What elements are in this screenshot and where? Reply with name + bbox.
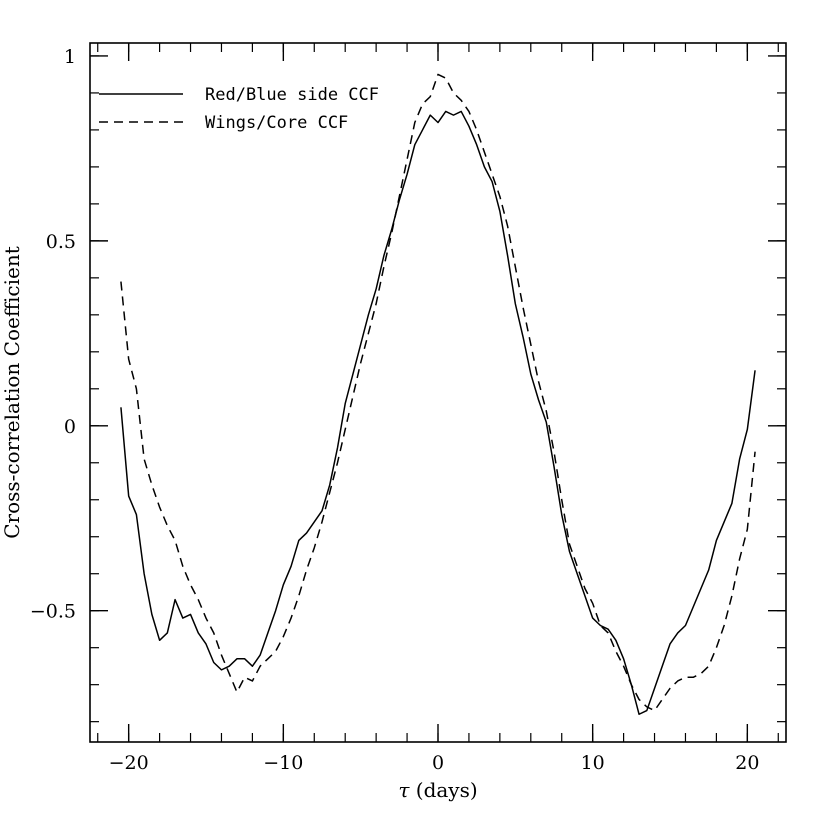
- x-tick-label: −20: [109, 752, 149, 774]
- legend-label: Wings/Core CCF: [205, 113, 348, 133]
- y-tick-label: 1: [64, 46, 76, 68]
- tick-labels: −20 −10 0 10 20 −0.5 0 0.5 1: [30, 46, 760, 774]
- y-tick-label: 0.5: [46, 231, 76, 253]
- series-layer: [120, 73, 756, 716]
- x-tick-label: 10: [581, 752, 605, 774]
- series-line-1: [120, 110, 756, 716]
- x-axis-title-rest: (days): [409, 778, 477, 802]
- y-tick-label: −0.5: [30, 601, 76, 623]
- x-axis-title-symbol: τ: [398, 778, 410, 802]
- x-tick-label: 20: [735, 752, 759, 774]
- legend: Red/Blue side CCF Wings/Core CCF: [99, 85, 379, 133]
- ticks-layer: [90, 43, 786, 742]
- series-line-2: [120, 73, 756, 712]
- plot-frame: [89, 42, 787, 743]
- x-axis-title: τ (days): [398, 778, 477, 802]
- legend-label: Red/Blue side CCF: [205, 85, 379, 105]
- x-tick-label: −10: [263, 752, 303, 774]
- y-tick-label: 0: [64, 416, 76, 438]
- y-axis-title: Cross-correlation Coefficient: [0, 246, 24, 539]
- x-tick-label: 0: [432, 752, 444, 774]
